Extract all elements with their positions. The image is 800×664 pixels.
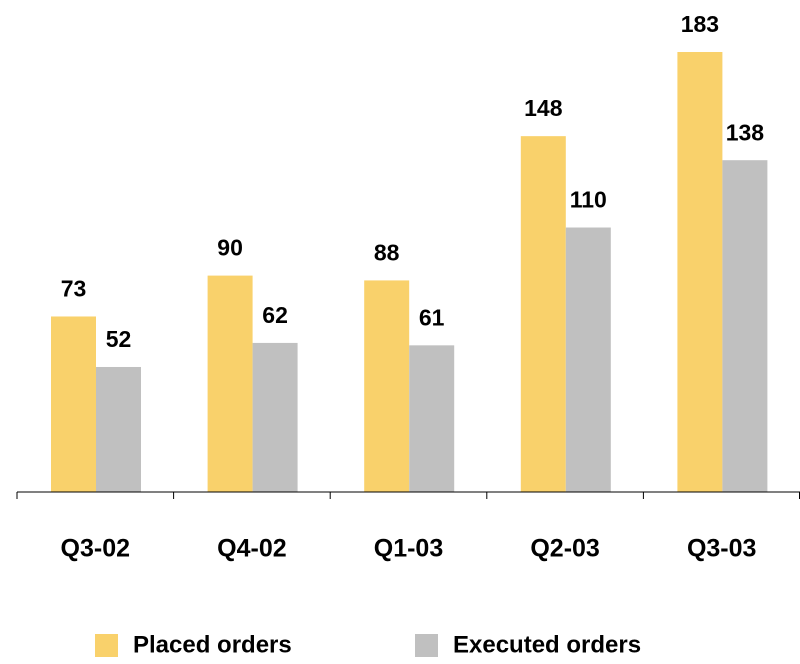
value-label: 183 (681, 11, 719, 37)
bar (722, 160, 768, 492)
value-label: 110 (570, 187, 607, 213)
value-label: 73 (61, 276, 87, 302)
value-label: 61 (419, 304, 445, 330)
value-label: 88 (374, 239, 400, 265)
bar (520, 136, 566, 492)
x-tick-label: Q3-02 (61, 535, 130, 563)
legend-label: Placed orders (133, 631, 292, 658)
value-label: 148 (524, 95, 563, 121)
legend-label: Executed orders (453, 631, 641, 658)
value-label: 52 (106, 326, 132, 352)
legend-swatch (95, 634, 118, 657)
x-tick-label: Q2-03 (530, 535, 599, 563)
x-tick-label: Q3-03 (687, 535, 756, 563)
x-tick-label: Q1-03 (374, 535, 443, 563)
value-label: 138 (726, 119, 765, 145)
value-label: 62 (262, 302, 288, 328)
bar (252, 342, 298, 492)
bar (677, 52, 723, 492)
legend-swatch (415, 634, 438, 657)
bar (565, 227, 611, 493)
x-tick-label: Q4-02 (217, 535, 286, 563)
bar (51, 316, 96, 492)
bar (364, 280, 410, 492)
bar (96, 366, 141, 492)
bar (409, 345, 455, 492)
value-label: 90 (217, 235, 243, 261)
bar (207, 275, 253, 492)
